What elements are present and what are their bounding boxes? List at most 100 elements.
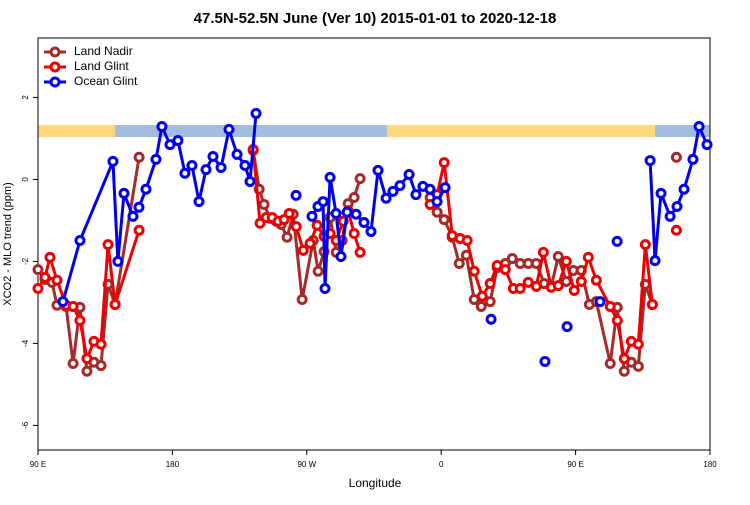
- chart-title: 47.5N-52.5N June (Ver 10) 2015-01-01 to …: [194, 10, 557, 27]
- data-point: [223, 123, 235, 135]
- data-point: [403, 169, 415, 181]
- data-point: [664, 210, 676, 222]
- data-point: [582, 251, 594, 263]
- data-point: [568, 285, 580, 297]
- data-point: [618, 353, 630, 365]
- y-axis-label: XCO2 - MLO trend (ppm): [2, 182, 14, 305]
- data-point: [438, 214, 450, 226]
- data-point: [646, 298, 658, 310]
- data-point: [649, 255, 661, 267]
- data-point: [560, 255, 572, 267]
- data-point: [354, 246, 366, 258]
- data-point: [632, 338, 644, 350]
- data-point: [207, 150, 219, 162]
- data-point: [611, 314, 623, 326]
- data-point: [484, 296, 496, 308]
- data-point: [200, 164, 212, 176]
- data-point: [306, 210, 318, 222]
- data-point: [156, 121, 168, 133]
- data-point: [186, 159, 198, 171]
- y-tick-label: -2: [21, 257, 30, 265]
- data-point: [380, 192, 392, 204]
- data-point: [107, 155, 119, 167]
- data-point: [453, 257, 465, 269]
- data-point: [431, 206, 443, 218]
- data-point: [539, 355, 551, 367]
- data-point: [687, 153, 699, 165]
- data-point: [32, 282, 44, 294]
- data-point: [335, 251, 347, 263]
- data-point: [81, 365, 93, 377]
- data-point: [44, 251, 56, 263]
- data-point: [655, 187, 667, 199]
- data-point: [506, 253, 518, 265]
- y-tick-label: 0: [21, 177, 30, 182]
- data-point: [57, 296, 69, 308]
- x-tick-label: 180: [703, 460, 717, 469]
- data-point: [231, 148, 243, 160]
- data-point: [296, 294, 308, 306]
- data-point: [439, 182, 451, 194]
- data-point: [281, 231, 293, 243]
- data-point: [244, 175, 256, 187]
- data-point: [438, 157, 450, 169]
- x-tick-label: 0: [439, 460, 444, 469]
- y-tick-label: -4: [21, 339, 30, 347]
- data-point: [317, 196, 329, 208]
- data-point: [514, 282, 526, 294]
- x-axis-label: Longitude: [349, 476, 402, 490]
- data-point: [431, 196, 443, 208]
- y-tick-label: 2: [21, 95, 30, 100]
- data-point: [67, 358, 79, 370]
- legend-marker: [49, 76, 61, 88]
- plot-frame: [37, 37, 711, 451]
- data-point: [133, 224, 145, 236]
- data-point: [150, 153, 162, 165]
- data-point: [499, 264, 511, 276]
- data-point: [530, 280, 542, 292]
- data-point: [109, 298, 121, 310]
- data-point: [348, 191, 360, 203]
- data-point: [485, 313, 497, 325]
- data-point: [484, 278, 496, 290]
- data-point: [491, 260, 503, 272]
- data-point: [590, 274, 602, 286]
- data-point: [254, 217, 266, 229]
- data-point: [283, 207, 295, 219]
- data-point: [250, 107, 262, 119]
- x-tick-label: 180: [166, 460, 180, 469]
- data-point: [133, 201, 145, 213]
- data-point: [74, 235, 86, 247]
- data-point: [215, 162, 227, 174]
- data-point: [387, 185, 399, 197]
- data-point: [304, 237, 316, 249]
- data-point: [290, 221, 302, 233]
- legend-label: Ocean Glint: [74, 74, 138, 88]
- data-point: [365, 225, 377, 237]
- data-point: [394, 180, 406, 192]
- data-point: [95, 360, 107, 372]
- data-point: [693, 121, 705, 133]
- data-point: [102, 239, 114, 251]
- legend-marker: [49, 61, 61, 73]
- data-point: [354, 173, 366, 185]
- data-point: [537, 246, 549, 258]
- data-point: [372, 164, 384, 176]
- data-point: [95, 338, 107, 350]
- data-point: [611, 235, 623, 247]
- legend-marker: [49, 46, 61, 58]
- data-point: [172, 134, 184, 146]
- data-point: [127, 210, 139, 222]
- legend-label: Land Glint: [74, 59, 129, 73]
- data-point: [179, 167, 191, 179]
- land-ocean-band: [38, 125, 710, 137]
- data-point: [575, 276, 587, 288]
- data-point: [594, 296, 606, 308]
- data-point: [468, 265, 480, 277]
- data-point: [81, 353, 93, 365]
- data-point: [74, 314, 86, 326]
- data-point: [133, 151, 145, 163]
- data-point: [561, 321, 573, 333]
- data-point: [461, 235, 473, 247]
